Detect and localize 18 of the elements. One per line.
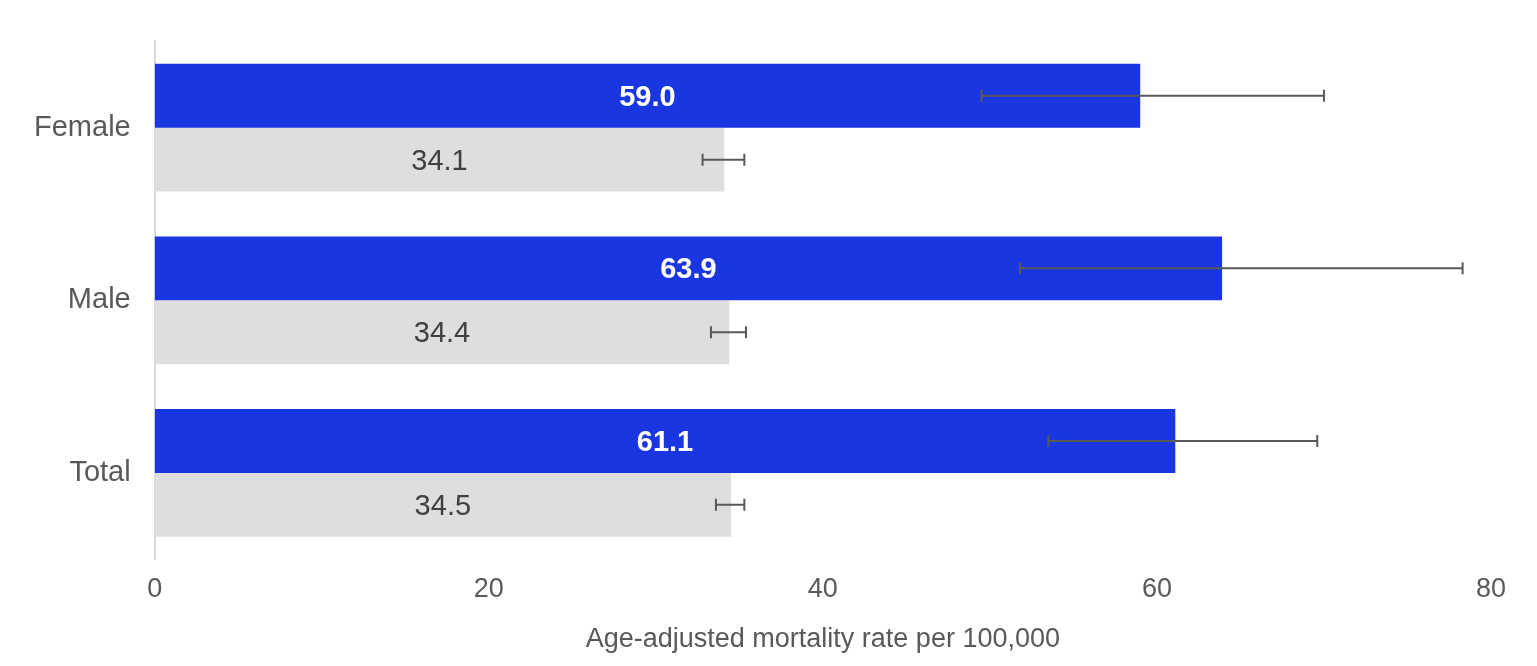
bar xyxy=(154,63,1141,128)
data-label: 59.0 xyxy=(619,79,676,112)
y-tick-label: Female xyxy=(34,109,131,142)
data-label: 34.5 xyxy=(414,488,472,521)
data-label: 34.4 xyxy=(413,316,471,349)
data-label: 61.1 xyxy=(636,424,694,457)
x-tick-label: 80 xyxy=(1475,572,1507,603)
x-tick-label: 40 xyxy=(807,572,838,603)
x-axis-title: Age-adjusted mortality rate per 100,000 xyxy=(585,623,1060,654)
bar xyxy=(154,409,1176,473)
x-tick-label: 0 xyxy=(147,572,163,603)
y-tick-label: Total xyxy=(69,454,131,487)
x-tick-label: 20 xyxy=(473,572,504,603)
data-label: 34.1 xyxy=(411,143,468,176)
data-label: 63.9 xyxy=(660,252,717,285)
bar xyxy=(154,236,1223,301)
x-tick-label: 60 xyxy=(1141,572,1172,603)
y-tick-label: Male xyxy=(67,282,131,315)
